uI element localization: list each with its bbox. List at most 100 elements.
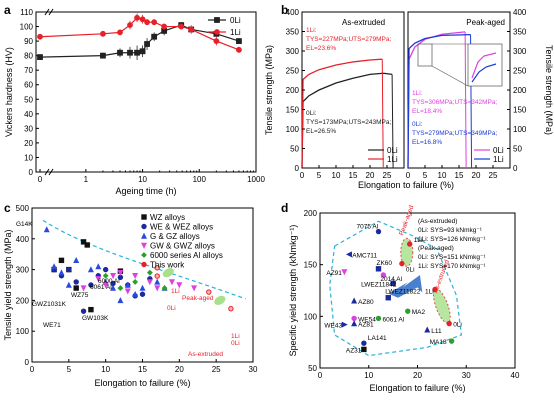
data-point-c <box>95 276 102 283</box>
y-tick-label-a: 70 <box>24 66 33 75</box>
y-tick-label-a: 20 <box>24 139 33 148</box>
x-tick-label-b: 25 <box>489 171 498 180</box>
annotation-b: TYS=306MPa;UTS=342MPa; <box>412 99 497 106</box>
data-point-d <box>399 260 405 267</box>
data-point-d <box>432 286 438 293</box>
x-tick-label-a: 10 <box>138 175 147 184</box>
data-point-d <box>361 346 367 353</box>
y-tick-label-c: 0 <box>25 358 30 367</box>
legend-marker-c <box>140 232 148 239</box>
y-tick-label-b-left: 50 <box>290 145 299 154</box>
x-tick-label-c: 20 <box>175 365 184 374</box>
y-tick-label-b-left: 100 <box>286 125 300 134</box>
point-label-d: AZ31 <box>346 347 362 354</box>
data-point-1Li <box>151 19 158 26</box>
panel-c: c0 5 10 15 20 25 300100200300400500Elongation … <box>3 201 258 388</box>
point-label-d: AZ80 <box>358 299 374 306</box>
y-tick-label-a: 0 <box>29 168 34 177</box>
annotation-c: G14K <box>16 221 33 228</box>
annotation-b: TYS=227MPa;UTS=279MPa; <box>306 36 391 43</box>
highlight-as-extruded-d <box>433 288 451 324</box>
legend-marker-c <box>141 261 147 268</box>
annotation-b: EL=23.6% <box>306 45 336 52</box>
data-point-c <box>58 257 65 264</box>
annotation-c: Peak-aged <box>182 295 214 302</box>
data-point-1Li <box>213 38 220 44</box>
data-point-c <box>73 279 79 285</box>
highlight-peak-aged-c <box>162 268 174 278</box>
data-point-c <box>58 269 65 276</box>
point-label-d: AZ81 <box>358 322 374 329</box>
data-point-c <box>124 288 131 295</box>
annotation-b: 1Li: <box>412 90 423 97</box>
y-tick-label-b-right: 0 <box>513 164 518 173</box>
axis-break-a <box>48 168 54 176</box>
y-tick-label-b-right: 100 <box>513 125 527 134</box>
data-point-d <box>351 320 358 327</box>
data-point-c <box>80 285 87 292</box>
data-point-d <box>375 228 382 235</box>
legend-text-d: (Peak-aged) <box>418 245 454 252</box>
stress-strain-curve-1Li <box>301 58 383 169</box>
point-label-d: AZ91 <box>326 270 342 277</box>
y-tick-label-b-right: 50 <box>513 145 522 154</box>
point-label-d: WE54 <box>358 316 376 323</box>
x-tick-label-b: 15 <box>455 171 464 180</box>
data-point-0Li <box>117 49 123 56</box>
annotation-c: 6000 Al <box>98 278 120 285</box>
point-label-d: LWEZ11822 <box>385 289 421 296</box>
data-point-c <box>43 226 50 233</box>
x-tick-label-c: 5 <box>67 365 72 374</box>
trend-line-c <box>42 219 246 300</box>
data-point-c <box>117 269 124 276</box>
y-axis-label-d: Specific yield strength (kNmkg⁻¹) <box>288 225 298 357</box>
x-tick-label-b: 0 <box>300 171 305 180</box>
data-point-c <box>65 281 72 288</box>
y-tick-label-b-left: 150 <box>286 106 300 115</box>
data-point-c <box>84 242 90 248</box>
axis-break-a <box>44 168 50 176</box>
data-point-c <box>88 282 94 288</box>
data-point-d <box>405 308 411 314</box>
y-tick-label-b-right: 200 <box>513 86 527 95</box>
y-tick-label-d: 200 <box>304 209 318 218</box>
data-point-0Li <box>100 52 106 59</box>
data-point-1Li <box>139 16 146 23</box>
x-tick-label-b: 15 <box>349 171 358 180</box>
subpanel-title-b: Peak-aged <box>466 18 505 27</box>
point-label-d: MA18 <box>430 339 447 346</box>
point-label-d: 0Li <box>406 267 415 274</box>
stress-strain-curve-0Li <box>301 72 393 169</box>
fracture-drop-0Li <box>464 31 467 169</box>
x-tick-label-b: 25 <box>383 171 392 180</box>
x-tick-label-a: 1000 <box>247 175 265 184</box>
legend-text-d: 0Li: SYS=151 kNmkg⁻¹ <box>418 254 486 261</box>
annotation-c: WZ75 <box>71 292 89 299</box>
data-point-c <box>161 285 168 291</box>
data-point-c <box>206 289 212 295</box>
point-label-d: 1Li <box>414 237 423 244</box>
point-label-d: ZK60 <box>377 260 393 267</box>
data-point-0Li <box>151 33 158 40</box>
data-point-c <box>146 269 153 276</box>
annotation-c: 0Li <box>231 340 240 347</box>
data-point-1Li <box>188 26 195 33</box>
data-point-1Li <box>127 22 133 28</box>
data-point-c <box>73 257 80 264</box>
y-tick-label-a: 30 <box>24 124 33 133</box>
y-tick-label-b-left: 350 <box>286 28 300 37</box>
data-point-c <box>154 273 160 279</box>
y-tick-label-b-left: 0 <box>295 164 300 173</box>
legend-label-a: 0Li <box>230 16 241 25</box>
data-point-d <box>424 326 431 333</box>
legend-label-c: WE & WEZ alloys <box>150 223 213 232</box>
data-point-c <box>51 263 58 270</box>
data-point-0Li <box>37 54 43 60</box>
annotation-c: 1Li <box>231 333 240 340</box>
axis-break-a <box>48 8 54 16</box>
y-tick-label-b-right: 350 <box>513 28 527 37</box>
x-tick-label-d: 30 <box>462 371 471 380</box>
x-tick-label-c: 30 <box>249 365 258 374</box>
data-point-c <box>80 308 87 314</box>
y-axis-label-b-left: Tensile strength (MPa) <box>264 45 274 135</box>
